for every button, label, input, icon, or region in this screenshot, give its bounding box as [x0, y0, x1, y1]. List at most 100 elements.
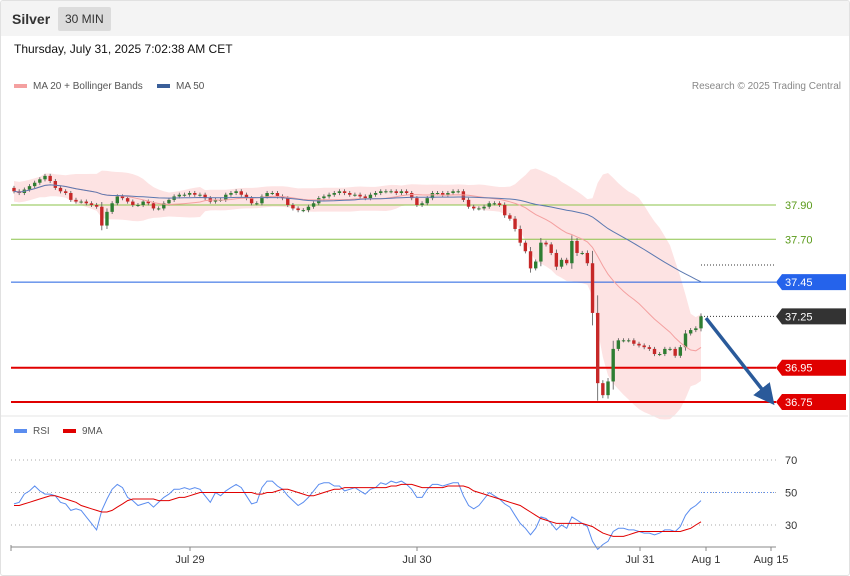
candle — [151, 203, 156, 209]
candle — [301, 210, 305, 212]
x-tick-label: Jul 29 — [175, 554, 204, 566]
candle — [549, 244, 553, 253]
candle — [384, 191, 388, 193]
rsi-swatch — [14, 429, 27, 434]
ma50-swatch — [157, 84, 170, 89]
candle — [394, 191, 398, 194]
price-tag-label: 37.25 — [785, 311, 813, 323]
candle — [482, 206, 486, 209]
candle — [229, 193, 233, 195]
price-tag-label: 36.95 — [785, 363, 813, 375]
symbol-title: Silver — [12, 11, 51, 27]
ma9-line — [14, 483, 702, 537]
candle — [187, 193, 192, 195]
candle — [286, 198, 290, 205]
candle — [177, 194, 181, 197]
candle — [415, 198, 419, 205]
rsi-tick-label: 70 — [785, 455, 797, 467]
candle — [699, 316, 703, 329]
candle — [663, 348, 667, 355]
ma20-label: MA 20 + Bollinger Bands — [33, 81, 143, 92]
candle — [167, 199, 171, 204]
candle — [368, 194, 373, 199]
candle — [162, 203, 166, 209]
candle — [213, 199, 218, 202]
candle — [38, 179, 42, 183]
candle — [53, 181, 58, 188]
candle — [544, 242, 548, 245]
candle — [420, 203, 424, 205]
candle — [668, 348, 672, 350]
candle — [528, 251, 533, 269]
candle — [327, 194, 331, 197]
candle — [580, 252, 584, 254]
candle — [193, 193, 197, 195]
candle — [239, 191, 243, 195]
price-tag-label: 36.75 — [785, 397, 813, 409]
candle — [348, 193, 352, 195]
candle — [652, 348, 657, 355]
candle — [626, 340, 631, 342]
candle — [373, 193, 378, 195]
candle — [647, 347, 652, 349]
candle — [595, 312, 600, 384]
candle — [198, 194, 202, 196]
price-tag-label: 37.45 — [785, 277, 813, 289]
candle — [466, 199, 471, 207]
ma9-swatch — [63, 429, 76, 434]
candle — [430, 193, 435, 199]
candle — [492, 203, 497, 205]
candle — [125, 198, 130, 202]
candle — [353, 194, 357, 196]
interval-button[interactable]: 30 MIN — [58, 7, 111, 31]
candle — [69, 193, 73, 200]
candle — [255, 203, 259, 205]
candle — [637, 343, 641, 346]
candle — [32, 182, 37, 187]
candle — [456, 191, 460, 193]
candle — [503, 205, 507, 216]
candle — [79, 201, 83, 203]
candle — [616, 340, 621, 349]
candle — [332, 193, 336, 195]
ma9-label: 9MA — [82, 426, 103, 437]
candle — [441, 193, 445, 195]
rsi-tick-label: 30 — [785, 520, 797, 532]
x-tick-label: Jul 31 — [625, 554, 654, 566]
price-tag-bg — [776, 359, 846, 376]
candle — [296, 208, 300, 211]
legend-ma50: MA 50 — [157, 81, 204, 92]
candle — [564, 259, 569, 264]
candle — [94, 205, 99, 207]
price-tag-label: 37.90 — [785, 200, 813, 212]
candle — [575, 240, 579, 253]
candle — [244, 194, 249, 199]
rsi-line — [13, 480, 702, 551]
candle — [461, 191, 466, 200]
candle — [12, 187, 16, 192]
ma20-line — [13, 184, 702, 352]
candle — [280, 196, 285, 199]
candle — [322, 196, 326, 199]
candle — [131, 201, 135, 205]
candle — [632, 340, 636, 344]
candle — [688, 330, 693, 334]
candle — [487, 203, 491, 207]
candle — [497, 203, 502, 205]
x-tick-label: Aug 15 — [754, 554, 789, 566]
candle — [508, 215, 512, 219]
candle — [694, 328, 698, 331]
ma50-line — [13, 184, 702, 283]
candle — [110, 203, 114, 212]
legend-9ma: 9MA — [63, 426, 103, 437]
candle — [472, 206, 476, 209]
ma50-label: MA 50 — [176, 81, 205, 92]
candle — [270, 193, 274, 195]
candle — [27, 186, 32, 190]
candle — [203, 194, 207, 199]
ma20-swatch — [14, 84, 27, 89]
candle — [105, 211, 109, 226]
candle — [642, 345, 646, 348]
